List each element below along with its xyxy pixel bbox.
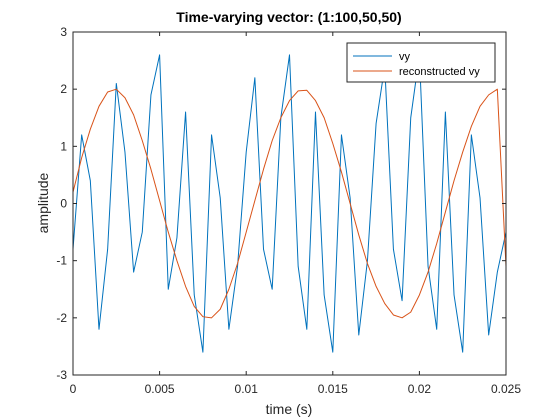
legend-label-reconstructed-vy: reconstructed vy — [399, 66, 480, 78]
x-axis-label: time (s) — [266, 401, 313, 417]
y-axis-label: amplitude — [35, 172, 51, 233]
chart-title: Time-varying vector: (1:100,50,50) — [176, 9, 401, 25]
y-tick-label: -1 — [56, 254, 67, 268]
y-tick-label: 0 — [60, 197, 67, 211]
y-tick-label: 1 — [60, 139, 67, 153]
series-line-reconstructed-vy — [72, 88, 507, 319]
series-layer — [72, 54, 507, 353]
y-tick-label: 2 — [60, 82, 67, 96]
y-tick-label: -3 — [56, 368, 67, 382]
x-tick-label: 0.005 — [145, 382, 175, 396]
series-line-vy — [72, 54, 507, 353]
x-tick-label: 0.025 — [491, 382, 521, 396]
x-tick-label: 0 — [70, 382, 77, 396]
x-tick-label: 0.01 — [235, 382, 259, 396]
legend: vy reconstructed vy — [346, 42, 496, 83]
y-tick-label: -2 — [56, 311, 67, 325]
plot-area — [73, 32, 506, 375]
legend-box — [346, 42, 496, 83]
x-tick-label: 0.015 — [318, 382, 348, 396]
axis-layer: 0 0.005 0.01 0.015 0.02 0.025 -3 -2 -1 0 1 2 3 — [56, 25, 521, 396]
x-tick-label: 0.02 — [408, 382, 432, 396]
legend-label-vy: vy — [399, 51, 411, 63]
y-tick-label: 3 — [60, 25, 67, 39]
